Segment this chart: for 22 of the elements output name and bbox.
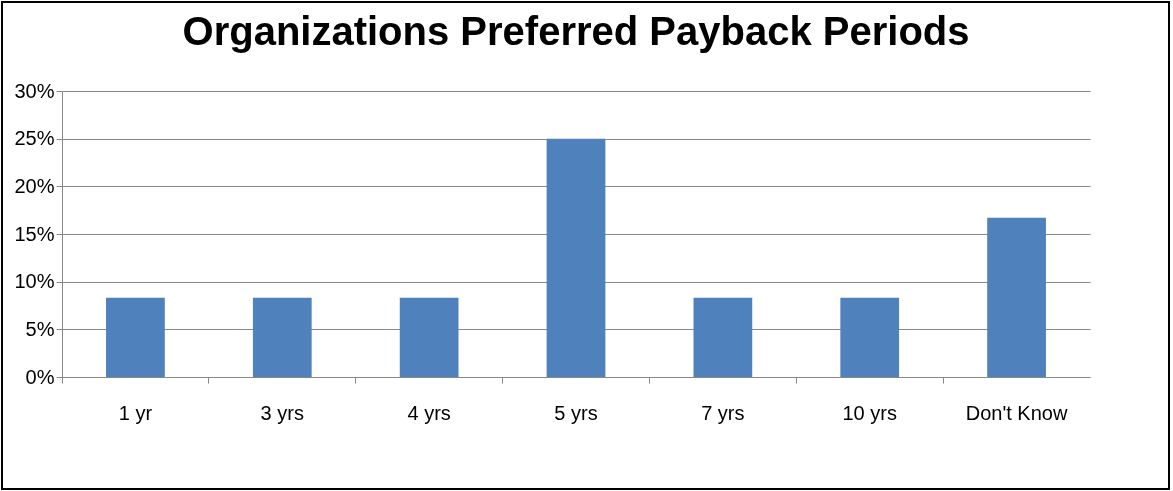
bar bbox=[693, 297, 753, 377]
x-tick-label: 7 yrs bbox=[701, 401, 745, 424]
bar bbox=[987, 217, 1046, 377]
y-tick-label: 15% bbox=[14, 222, 55, 245]
x-tick-label: 5 yrs bbox=[554, 401, 598, 424]
chart-title: Organizations Preferred Payback Periods bbox=[182, 9, 970, 53]
y-tick-label: 10% bbox=[14, 270, 55, 293]
bar bbox=[546, 138, 606, 377]
x-tick-label: 3 yrs bbox=[260, 401, 304, 424]
bar bbox=[840, 297, 900, 377]
y-tick-label: 25% bbox=[14, 127, 55, 150]
x-tick-label: 4 yrs bbox=[407, 401, 451, 424]
x-tick-label: 1 yr bbox=[118, 401, 153, 424]
y-tick-label: 0% bbox=[25, 365, 55, 388]
x-tick-label: 10 yrs bbox=[842, 401, 897, 424]
x-tick-label: Don't Know bbox=[965, 401, 1068, 424]
y-tick-label: 20% bbox=[14, 174, 55, 197]
bar bbox=[252, 297, 312, 377]
y-tick-label: 5% bbox=[25, 317, 55, 340]
y-tick-label: 30% bbox=[14, 79, 55, 102]
bar bbox=[106, 297, 165, 377]
bar bbox=[399, 297, 459, 377]
